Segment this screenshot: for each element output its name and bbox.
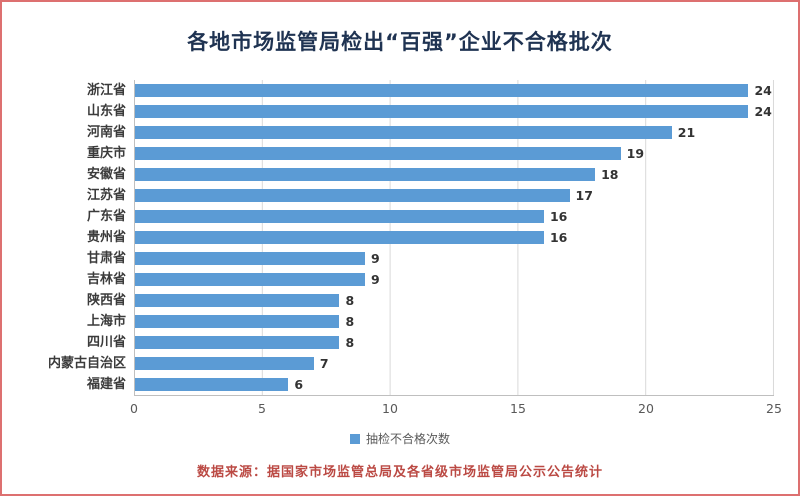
category-label: 山东省 [86,104,126,119]
value-label: 24 [754,83,772,98]
value-label: 19 [626,146,645,161]
category-label: 四川省 [86,335,126,350]
bar-row: 9 [135,269,774,290]
y-axis-labels: 浙江省山东省河南省重庆市安徽省江苏省广东省贵州省甘肃省吉林省陕西省上海市四川省内… [18,80,134,396]
bar [135,210,544,223]
chart-title: 各地市场监管局检出“百强”企业不合格批次 [187,30,613,54]
legend-color-swatch [349,433,360,444]
bar [135,84,749,97]
bar-row: 9 [135,248,774,269]
plot-area: 浙江省山东省河南省重庆市安徽省江苏省广东省贵州省甘肃省吉林省陕西省上海市四川省内… [18,80,782,396]
value-label: 16 [549,230,568,245]
bars-area: 24 24 21 19 18 17 16 16 9 9 8 8 8 7 6 [134,80,774,396]
bar-row: 8 [135,290,774,311]
x-axis: 0 5 10 15 20 25 [18,396,782,418]
data-source-note: 数据来源：据国家市场监管总局及各省级市场监管局公示公告统计 [196,465,603,480]
category-label: 吉林省 [86,272,126,287]
value-label: 9 [371,272,380,287]
category-label: 上海市 [86,314,126,329]
x-axis-ticks: 0 5 10 15 20 25 [130,396,782,418]
value-label: 7 [319,356,329,371]
bar [135,231,544,244]
bar-row: 17 [135,185,774,206]
category-label: 浙江省 [86,83,126,98]
x-tick-label: 20 [638,401,654,416]
bar-row: 8 [135,332,774,353]
bar-row: 24 [135,80,774,101]
value-label: 8 [345,314,355,329]
bar-row: 16 [135,206,774,227]
value-label: 17 [575,188,593,203]
value-label: 24 [754,104,772,119]
value-label: 8 [345,293,355,308]
legend: 抽检不合格次数 [18,430,782,447]
bar [135,126,672,139]
value-label: 16 [549,209,568,224]
x-tick-label: 10 [382,401,398,416]
x-tick-label: 15 [510,401,526,416]
bar [135,252,366,265]
bar [135,357,314,370]
value-label: 9 [371,251,380,266]
x-tick-label: 25 [766,401,782,416]
bar-row: 6 [135,374,774,395]
bar [135,378,289,391]
category-label: 江苏省 [86,188,126,203]
bar [135,315,340,328]
bar [135,336,340,349]
category-label: 河南省 [86,125,126,140]
legend-label: 抽检不合格次数 [365,432,450,446]
bar-row: 7 [135,353,774,374]
category-label: 陕西省 [86,293,126,308]
category-label: 贵州省 [86,230,126,245]
bar [135,273,366,286]
category-label: 福建省 [86,377,126,392]
x-tick-label: 5 [258,401,266,416]
value-label: 6 [294,377,304,392]
bar-row: 21 [135,122,774,143]
value-label: 21 [677,125,696,140]
value-label: 18 [601,167,619,182]
category-label: 内蒙古自治区 [47,356,126,371]
category-label: 安徽省 [86,167,126,182]
category-label: 广东省 [86,209,126,224]
bar-row: 8 [135,311,774,332]
x-tick-label: 0 [130,401,138,416]
category-label: 重庆市 [86,146,126,161]
bar-row: 19 [135,143,774,164]
bar [135,147,621,160]
bar-row: 24 [135,101,774,122]
x-axis-spacer [18,396,134,418]
category-label: 甘肃省 [86,251,126,266]
bar-row: 18 [135,164,774,185]
value-label: 8 [345,335,355,350]
bar [135,189,570,202]
bar [135,168,596,181]
bar [135,105,749,118]
bar-row: 16 [135,227,774,248]
bar [135,294,340,307]
